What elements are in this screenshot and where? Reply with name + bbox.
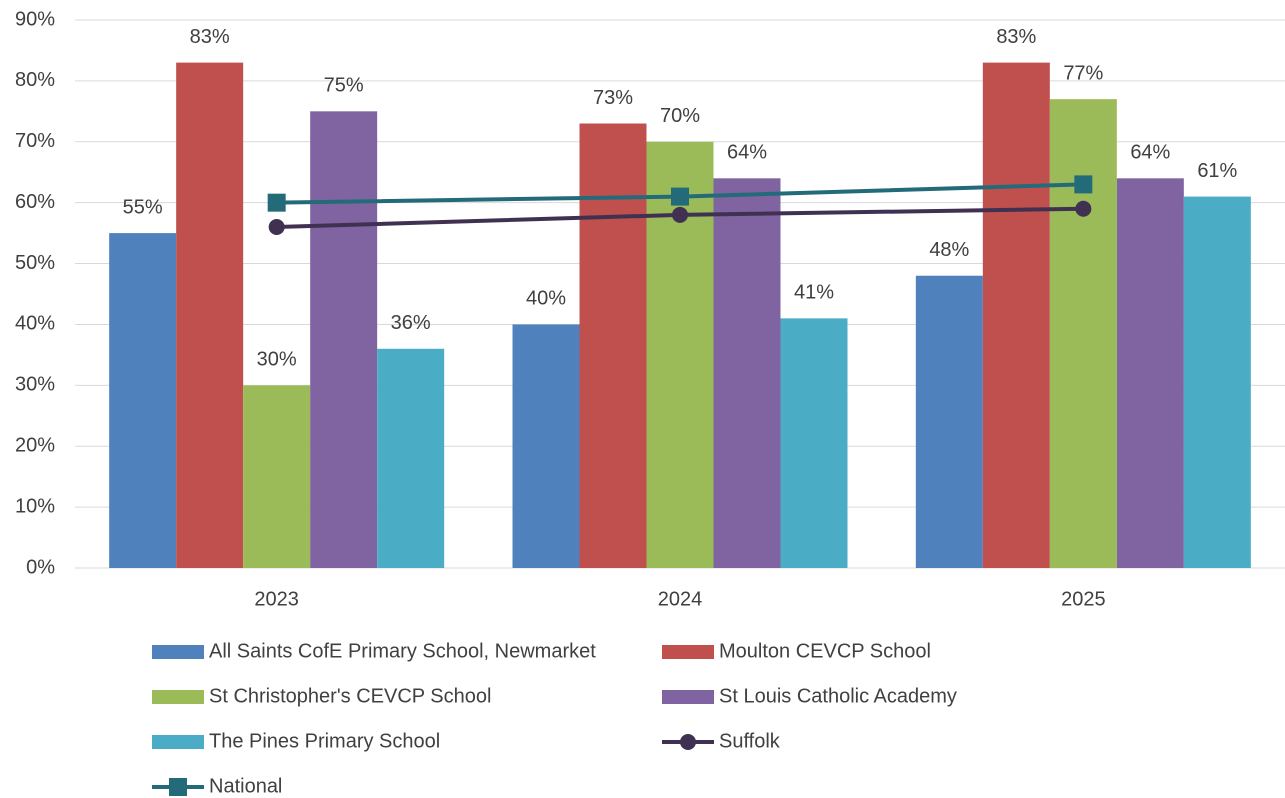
data-label: 48% <box>929 239 969 261</box>
data-label: 83% <box>996 26 1036 48</box>
bar <box>1049 99 1117 569</box>
data-label: 30% <box>257 349 297 371</box>
x-tick-label: 2025 <box>1061 588 1106 610</box>
line-marker <box>1074 175 1093 194</box>
data-label: 83% <box>190 26 230 48</box>
y-tick-label: 30% <box>15 374 55 396</box>
bar <box>780 318 848 568</box>
y-tick-label: 90% <box>15 8 55 30</box>
data-label: 64% <box>1130 142 1170 164</box>
bar <box>176 62 244 568</box>
data-label: 40% <box>526 288 566 310</box>
line-marker <box>671 187 689 206</box>
legend-swatch <box>662 645 714 659</box>
data-label: 55% <box>123 196 163 218</box>
bar <box>1116 178 1184 569</box>
legend-label: St Christopher's CEVCP School <box>209 685 491 707</box>
legend-swatch <box>662 690 714 704</box>
line-marker <box>268 219 285 236</box>
legend-swatch <box>152 735 204 749</box>
bar <box>1183 196 1251 569</box>
legend-marker <box>680 734 696 750</box>
data-label: 70% <box>660 105 700 127</box>
data-label: 73% <box>593 87 633 109</box>
y-tick-label: 20% <box>15 435 55 457</box>
line-marker <box>267 193 286 212</box>
bar <box>915 275 983 568</box>
y-tick-label: 40% <box>15 313 55 335</box>
y-tick-label: 80% <box>15 69 55 91</box>
line-marker <box>672 206 688 223</box>
data-label: 61% <box>1197 160 1237 182</box>
bar <box>646 141 714 568</box>
y-tick-label: 0% <box>26 556 55 578</box>
legend-label: Suffolk <box>719 730 781 752</box>
y-tick-label: 60% <box>15 191 55 213</box>
y-tick-label: 70% <box>15 130 55 152</box>
bar <box>310 111 378 568</box>
bar <box>377 348 445 568</box>
legend-label: All Saints CofE Primary School, Newmarke… <box>209 640 596 662</box>
legend-marker <box>169 778 187 796</box>
bar <box>243 385 311 568</box>
bar <box>579 123 647 568</box>
y-tick-label: 10% <box>15 495 55 517</box>
legend-label: National <box>209 775 282 797</box>
data-label: 64% <box>727 142 767 164</box>
bar <box>713 178 781 569</box>
data-label: 41% <box>794 282 834 304</box>
data-label: 75% <box>324 75 364 97</box>
bar <box>512 324 580 568</box>
data-label: 36% <box>391 312 431 334</box>
line-marker <box>1075 200 1092 217</box>
y-tick-label: 50% <box>15 252 55 274</box>
legend-swatch <box>152 645 204 659</box>
bar <box>982 62 1050 568</box>
bar <box>109 233 177 568</box>
x-tick-label: 2023 <box>254 588 299 610</box>
legend-label: Moulton CEVCP School <box>719 640 931 662</box>
x-tick-label: 2024 <box>658 588 703 610</box>
data-label: 77% <box>1063 62 1103 84</box>
legend-swatch <box>152 690 204 704</box>
legend-label: The Pines Primary School <box>209 730 440 752</box>
legend-label: St Louis Catholic Academy <box>719 685 957 707</box>
